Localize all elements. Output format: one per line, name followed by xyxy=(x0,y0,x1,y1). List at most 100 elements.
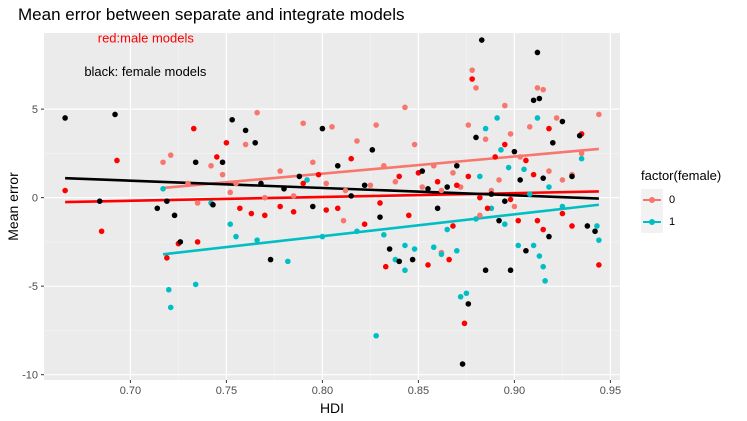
data-point xyxy=(584,223,591,229)
data-point xyxy=(482,125,489,132)
y-tick-label: 0 xyxy=(32,193,38,205)
data-point xyxy=(192,159,199,166)
x-tick-label: 0.75 xyxy=(216,385,237,397)
data-point xyxy=(502,198,508,204)
legend-entry-0: 0 xyxy=(641,189,721,211)
data-point xyxy=(160,185,166,192)
data-point xyxy=(425,185,431,192)
data-point xyxy=(319,233,326,240)
data-point xyxy=(223,139,230,146)
data-point xyxy=(559,203,566,210)
data-point xyxy=(373,122,379,128)
data-point xyxy=(592,228,598,235)
data-point xyxy=(323,207,330,213)
data-point xyxy=(450,170,456,176)
data-point xyxy=(310,203,316,210)
data-point xyxy=(569,223,575,229)
data-point xyxy=(62,115,68,121)
data-point xyxy=(392,178,399,185)
data-point xyxy=(430,244,437,251)
data-point xyxy=(382,263,389,270)
data-point xyxy=(484,205,491,212)
data-point xyxy=(267,256,274,263)
data-point xyxy=(419,168,426,174)
data-point xyxy=(478,37,485,43)
x-tick-label: 0.80 xyxy=(312,385,333,397)
data-point xyxy=(334,162,341,169)
data-point xyxy=(354,228,360,235)
data-point xyxy=(482,136,489,143)
data-point xyxy=(457,293,464,300)
data-point xyxy=(277,168,283,174)
data-point xyxy=(540,263,546,270)
data-point xyxy=(502,221,508,228)
data-point xyxy=(454,182,460,189)
data-point xyxy=(96,198,103,204)
data-point xyxy=(406,212,412,219)
data-point xyxy=(534,85,541,91)
data-point xyxy=(166,286,172,293)
data-point xyxy=(559,210,566,217)
data-point xyxy=(171,212,178,219)
x-axis-title: HDI xyxy=(320,400,344,416)
data-point xyxy=(434,178,441,185)
data-point xyxy=(540,86,546,93)
data-point xyxy=(323,180,330,187)
data-point xyxy=(594,223,600,229)
data-point xyxy=(523,157,529,164)
x-tick-label: 0.70 xyxy=(120,385,141,397)
trend-line xyxy=(65,176,599,200)
data-point xyxy=(219,171,226,178)
data-point xyxy=(233,233,239,240)
data-point xyxy=(473,216,479,222)
data-point xyxy=(329,124,335,130)
data-point xyxy=(227,189,234,196)
legend-label-1: 1 xyxy=(669,216,676,228)
data-point xyxy=(402,104,408,111)
legend-title: factor(female) xyxy=(641,168,722,183)
data-point xyxy=(469,67,475,73)
data-point xyxy=(411,246,418,252)
data-point xyxy=(498,147,504,153)
data-point xyxy=(507,267,514,274)
data-point xyxy=(354,138,360,144)
data-point xyxy=(402,242,408,249)
trend-line xyxy=(162,203,600,256)
data-point xyxy=(550,139,556,146)
data-point xyxy=(258,180,264,187)
data-point xyxy=(167,152,174,158)
chart-title: Mean error between separate and integrat… xyxy=(18,5,405,24)
data-point xyxy=(465,173,472,180)
data-point xyxy=(310,159,316,166)
data-point xyxy=(185,180,191,187)
data-point xyxy=(492,154,499,160)
data-point xyxy=(296,173,303,180)
data-point xyxy=(534,49,541,56)
data-point xyxy=(419,184,426,190)
data-point xyxy=(208,162,214,169)
data-point xyxy=(477,194,483,201)
data-point xyxy=(534,217,541,224)
data-point xyxy=(237,205,243,212)
data-point xyxy=(507,196,514,203)
data-point xyxy=(465,301,472,307)
data-point xyxy=(194,200,201,206)
data-point xyxy=(164,198,170,204)
data-point xyxy=(369,147,376,153)
data-point xyxy=(526,191,533,197)
data-point xyxy=(396,173,403,180)
data-point xyxy=(463,290,470,297)
data-point xyxy=(444,184,451,190)
data-point xyxy=(450,223,456,229)
data-point xyxy=(488,191,495,197)
data-point xyxy=(546,125,552,132)
data-point xyxy=(377,214,383,220)
major-gridlines xyxy=(44,33,620,380)
data-point xyxy=(465,122,472,128)
data-point xyxy=(546,233,552,240)
data-point xyxy=(300,180,307,187)
data-point xyxy=(160,159,166,166)
data-point xyxy=(536,253,543,259)
data-point xyxy=(576,132,583,139)
data-point xyxy=(367,182,374,189)
